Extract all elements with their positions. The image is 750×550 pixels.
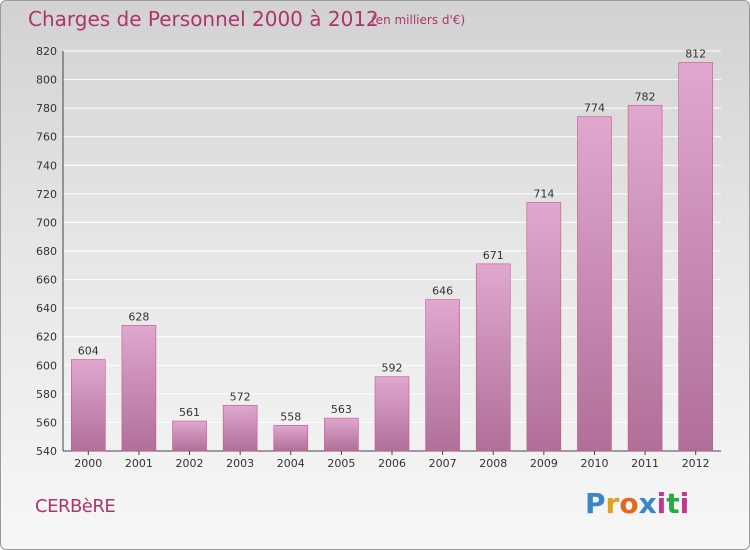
y-tick-label: 660 xyxy=(36,274,57,287)
x-tick-label: 2009 xyxy=(530,457,558,470)
city-name: CERBèRE xyxy=(35,496,116,517)
bar xyxy=(222,404,258,452)
x-tick-label: 2010 xyxy=(580,457,608,470)
logo-letter: x xyxy=(638,487,657,520)
logo-letter: P xyxy=(585,487,606,520)
chart-title: Charges de Personnel 2000 à 2012 xyxy=(28,7,379,31)
y-tick-label: 700 xyxy=(36,216,57,229)
x-tick-label: 2003 xyxy=(226,457,254,470)
x-tick-label: 2007 xyxy=(429,457,457,470)
y-tick-label: 580 xyxy=(36,388,57,401)
x-tick-label: 2006 xyxy=(378,457,406,470)
data-label: 714 xyxy=(533,187,554,200)
y-tick-label: 740 xyxy=(36,159,57,172)
data-label: 646 xyxy=(432,285,453,298)
bar xyxy=(324,417,359,452)
y-tick-label: 780 xyxy=(36,102,57,115)
x-tick-label: 2005 xyxy=(327,457,355,470)
bar xyxy=(374,376,410,452)
bar xyxy=(425,299,460,452)
y-tick-label: 680 xyxy=(36,245,57,258)
bar xyxy=(71,359,106,452)
logo-letter: o xyxy=(619,487,639,520)
logo-letter: i xyxy=(679,487,690,520)
x-tick-label: 2008 xyxy=(479,457,507,470)
bar xyxy=(172,420,207,452)
x-tick-label: 2000 xyxy=(74,457,102,470)
data-label: 671 xyxy=(483,249,504,262)
bar xyxy=(475,263,511,452)
data-label: 558 xyxy=(280,410,301,423)
y-tick-label: 800 xyxy=(36,74,57,87)
y-tick-label: 540 xyxy=(36,445,57,458)
y-tick-label: 600 xyxy=(36,359,57,372)
bar xyxy=(577,116,612,452)
data-label: 563 xyxy=(331,403,352,416)
y-tick-label: 560 xyxy=(36,416,57,429)
x-tick-label: 2012 xyxy=(682,457,710,470)
logo-letter: r xyxy=(605,487,620,520)
y-tick-label: 820 xyxy=(36,45,57,58)
y-tick-label: 640 xyxy=(36,302,57,315)
data-label: 812 xyxy=(685,47,706,60)
data-label: 561 xyxy=(179,406,200,419)
data-label: 592 xyxy=(382,362,403,375)
logo-letter: i xyxy=(656,487,667,520)
bar xyxy=(121,324,157,452)
chart-subtitle: (en milliers d'€) xyxy=(371,13,466,27)
proxiti-logo[interactable]: Proxiti xyxy=(585,487,689,520)
data-label: 628 xyxy=(128,310,149,323)
data-label: 774 xyxy=(584,102,605,115)
logo-letter: t xyxy=(666,487,680,520)
x-tick-label: 2002 xyxy=(176,457,204,470)
data-label: 572 xyxy=(230,390,251,403)
y-tick-label: 720 xyxy=(36,188,57,201)
bar xyxy=(526,202,562,452)
bar xyxy=(627,104,663,452)
x-tick-label: 2001 xyxy=(125,457,153,470)
data-label: 604 xyxy=(78,345,99,358)
bar xyxy=(273,424,309,452)
bar xyxy=(678,62,713,452)
x-tick-label: 2004 xyxy=(277,457,305,470)
y-tick-label: 760 xyxy=(36,131,57,144)
y-tick-label: 620 xyxy=(36,331,57,344)
data-label: 782 xyxy=(635,90,656,103)
x-tick-label: 2011 xyxy=(631,457,659,470)
